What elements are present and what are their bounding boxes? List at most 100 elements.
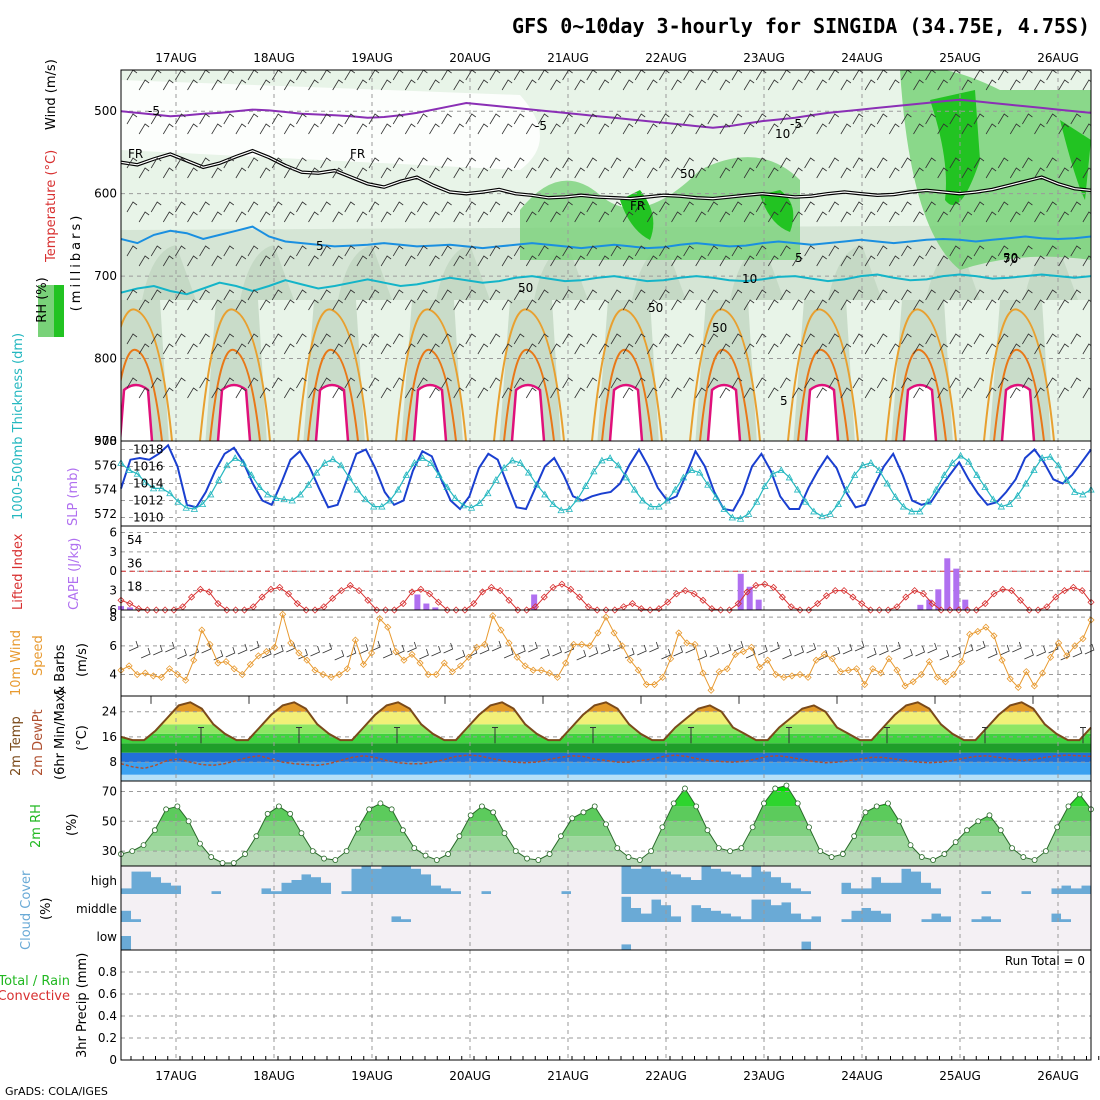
temp-15-line — [199, 308, 271, 441]
wind-barb — [175, 333, 186, 345]
wind-barb — [610, 377, 622, 389]
wind-barb — [973, 333, 985, 345]
cloud-cell — [351, 866, 362, 869]
cloud-cell — [1081, 866, 1092, 886]
rh-point — [422, 852, 429, 859]
wind-barb — [199, 201, 210, 213]
wind-speed-point — [861, 680, 869, 689]
rh-point — [479, 803, 485, 810]
cloud-cell — [211, 866, 222, 892]
rh-point — [546, 851, 553, 857]
slp-tick-label: 1018 — [133, 443, 164, 457]
wind-barb — [610, 70, 622, 81]
wind-barb — [199, 113, 210, 125]
cloud-cell — [481, 866, 492, 892]
wind-barb — [646, 123, 658, 135]
cloud-cell — [171, 894, 182, 922]
wind-barb — [429, 123, 440, 135]
max-temp-marker — [638, 695, 644, 704]
wind-barb — [1034, 387, 1045, 399]
contour-label: FR — [630, 199, 645, 213]
wind-barb — [283, 387, 295, 399]
wind-barb — [949, 201, 961, 213]
rh-point — [975, 818, 982, 825]
lifted-tick-label: 3 — [109, 545, 117, 559]
temp-minus5-line — [121, 98, 1091, 129]
tick-layer: 5006007008009001010101210141016101857257… — [76, 51, 1100, 1083]
precip-tick-label: 0.2 — [98, 1031, 117, 1045]
thickness-point — [231, 454, 239, 461]
cape-bar — [746, 586, 753, 610]
cloud-cell — [911, 866, 922, 872]
thickness-point — [1054, 461, 1063, 469]
wind-barb — [780, 245, 791, 257]
thickness-point — [386, 496, 394, 504]
lifted-index-point — [355, 587, 363, 595]
cloud-cell — [691, 922, 702, 950]
thickness-point — [850, 471, 859, 478]
thickness-point — [655, 502, 663, 510]
wind-barb — [368, 157, 380, 169]
wind-barb — [162, 167, 174, 179]
wind-barb — [997, 245, 1009, 257]
wind-barb — [792, 211, 803, 223]
cloud-cell — [911, 894, 922, 922]
cape-tick-label: 18 — [127, 580, 142, 594]
wind-speed-point — [594, 629, 602, 637]
wind-barb — [562, 113, 573, 125]
cloud-cell — [991, 894, 1002, 920]
cloud-cell — [571, 894, 582, 922]
thickness-point — [793, 485, 802, 493]
temp-25-line — [804, 383, 840, 441]
wind-barb — [187, 387, 198, 399]
wind-barb — [138, 255, 150, 267]
wind-barb — [225, 646, 236, 658]
wind-barb — [380, 123, 392, 135]
temp-25-line — [706, 383, 742, 441]
wind-barb — [465, 113, 477, 125]
wind-barb — [610, 113, 622, 125]
wind-speed-point — [756, 663, 764, 671]
wind-barb — [661, 648, 671, 660]
wind-barb — [404, 79, 416, 91]
wind-barb — [429, 211, 440, 223]
cloud-cell — [1041, 922, 1052, 950]
wind-barb — [404, 299, 416, 311]
wind-barb — [598, 343, 610, 355]
rh-unit-label: (%) — [65, 814, 80, 837]
wind-speed-point — [214, 659, 222, 667]
cloud-cell — [921, 922, 932, 950]
wind-barb — [854, 640, 865, 652]
rh-point — [332, 857, 339, 863]
wind-barb — [332, 123, 343, 135]
thickness-point — [378, 502, 386, 510]
cloud-cell — [591, 894, 602, 922]
lifted-index-point — [1016, 596, 1025, 604]
wind-barb — [913, 79, 924, 91]
cloud-cell — [711, 894, 722, 911]
cloud-cell — [381, 894, 392, 922]
min-temp-marker — [492, 726, 498, 744]
wind-barb — [792, 387, 803, 399]
wind-barb — [550, 299, 561, 311]
wind-barb — [1046, 289, 1057, 301]
lifted-index-point — [875, 606, 883, 614]
cloud-cell — [681, 866, 692, 878]
temp-15-line — [395, 308, 467, 441]
wind-barb — [758, 644, 768, 656]
wind-barb — [465, 377, 477, 389]
wind-barb — [975, 640, 986, 652]
ua-tick-label: 600 — [94, 187, 117, 201]
contour-label: -5 — [790, 117, 802, 131]
cape-bar — [962, 599, 969, 610]
wind-barb — [308, 123, 319, 135]
wind-speed-point — [497, 626, 505, 634]
cloud-cell — [831, 866, 842, 894]
wind-speed-point — [465, 653, 473, 661]
cloud-cell — [221, 894, 232, 922]
cloud-cell — [911, 922, 922, 950]
wind-barb — [550, 343, 561, 355]
cloud-cell — [291, 922, 302, 950]
cloud-cell — [321, 894, 332, 922]
wind-barb — [574, 167, 585, 179]
